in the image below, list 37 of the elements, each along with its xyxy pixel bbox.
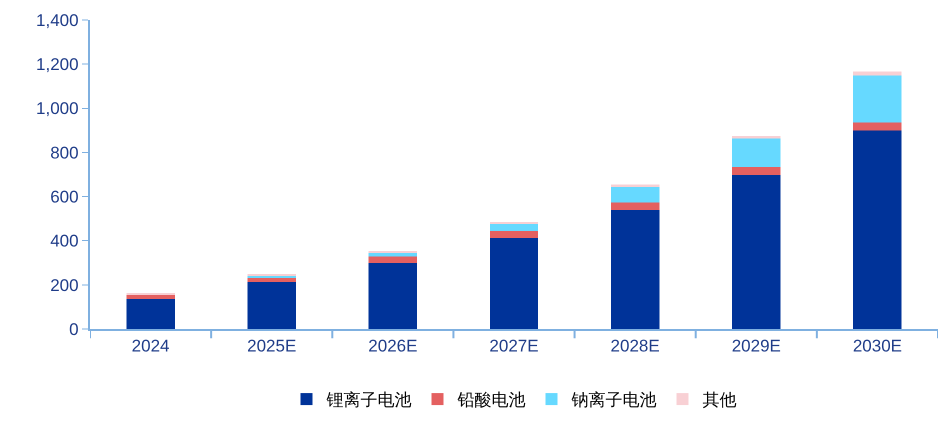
- y-tick-label: 1,400: [36, 10, 79, 30]
- bar: [853, 122, 902, 130]
- bar: [853, 72, 902, 76]
- bar: [610, 186, 660, 202]
- legend-label: 锂离子电池: [326, 390, 412, 410]
- x-tick-label: 2026E: [368, 336, 418, 356]
- y-tick-label: 600: [50, 188, 79, 207]
- x-tick-label: 2025E: [247, 336, 296, 356]
- x-tick-label: 2029E: [732, 336, 781, 356]
- bar: [853, 130, 902, 329]
- x-tick-label: 2028E: [610, 336, 660, 356]
- legend-label: 其他: [702, 390, 736, 410]
- bar: [610, 202, 660, 210]
- bar: [490, 238, 538, 329]
- bar: [247, 282, 296, 329]
- y-tick-label: 1,000: [36, 99, 79, 118]
- bar: [610, 210, 660, 329]
- y-tick-label: 400: [50, 232, 79, 251]
- y-tick-label: 800: [50, 143, 79, 162]
- bar: [732, 138, 781, 168]
- bar: [490, 231, 538, 238]
- bar: [732, 136, 781, 139]
- bar: [126, 299, 175, 329]
- bar: [853, 76, 902, 122]
- y-tick-label: 0: [69, 320, 79, 339]
- bar: [732, 175, 781, 329]
- x-tick-label: 2030E: [852, 336, 902, 356]
- bar: [368, 256, 418, 263]
- bar: [732, 167, 781, 176]
- legend-label: 铅酸电池: [456, 390, 526, 410]
- y-tick-label: 200: [50, 276, 79, 295]
- bar: [368, 262, 418, 329]
- bar: [126, 294, 175, 300]
- x-tick-label: 2024: [132, 336, 170, 356]
- y-tick-label: 1,200: [36, 55, 79, 74]
- x-tick-label: 2027E: [489, 336, 539, 356]
- legend-label: 钠离子电池: [570, 390, 656, 410]
